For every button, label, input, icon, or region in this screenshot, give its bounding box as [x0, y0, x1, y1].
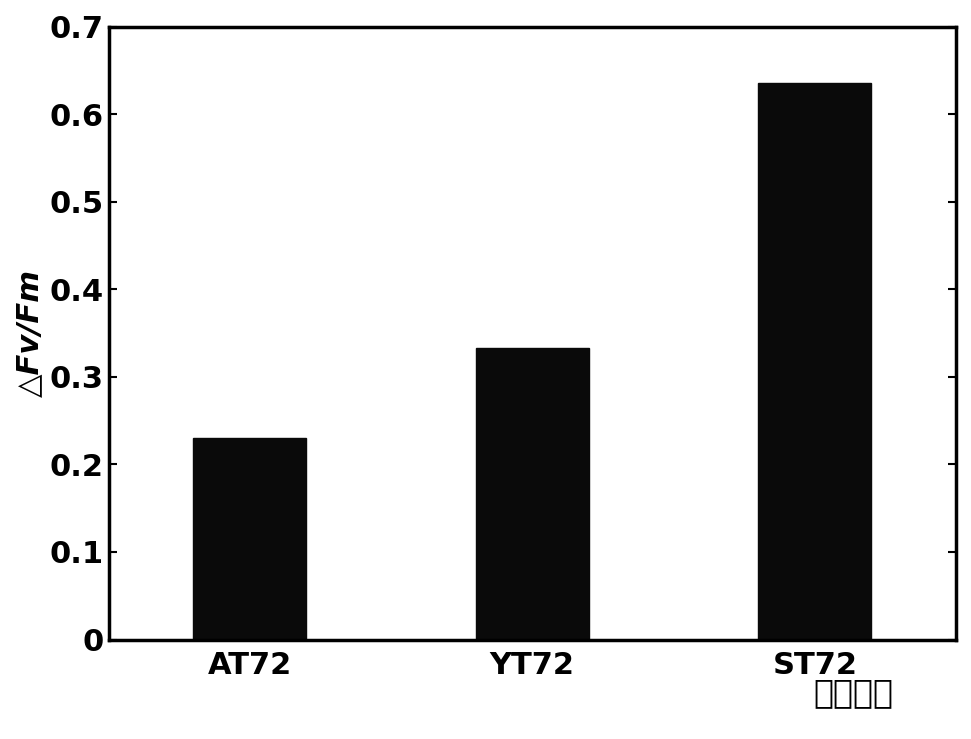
Bar [193, 438, 306, 639]
Text: 处理编号: 处理编号 [814, 676, 893, 709]
Bar [476, 348, 588, 639]
Y-axis label: △Fv/Fm: △Fv/Fm [15, 269, 44, 397]
Bar [758, 84, 871, 639]
